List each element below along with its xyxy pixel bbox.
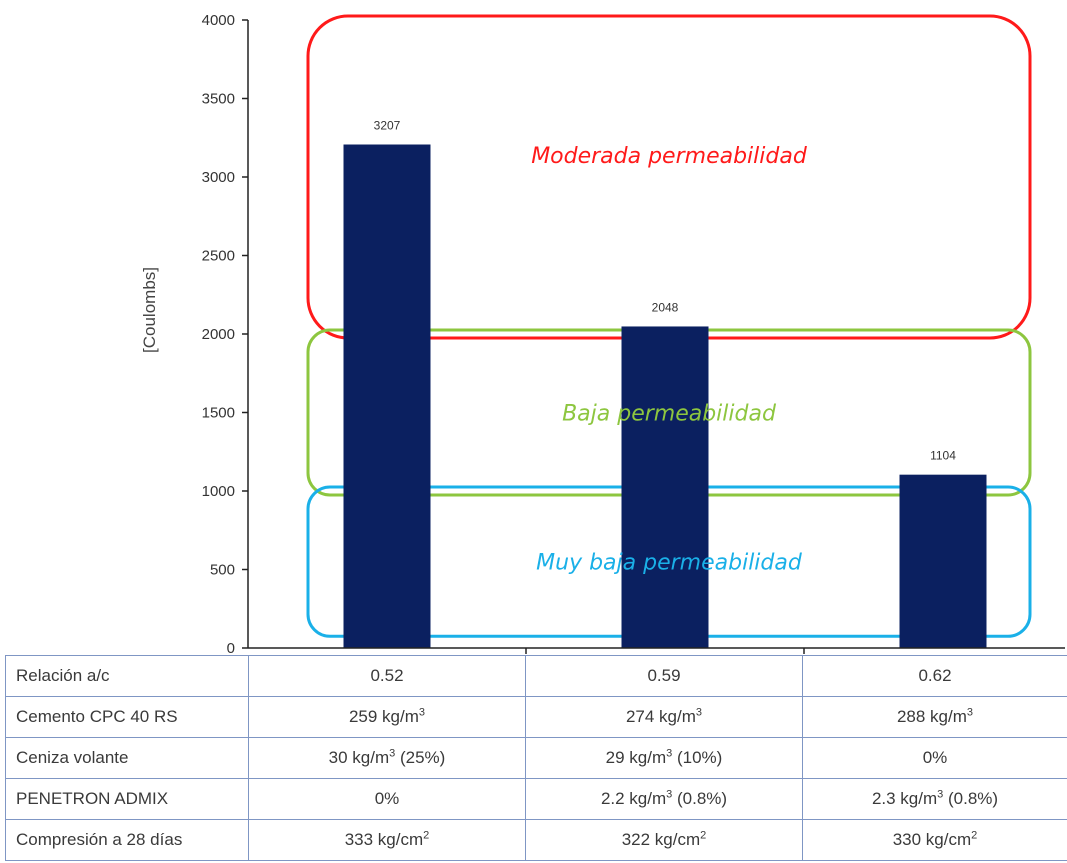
chart-svg: 3207 2048 1104 0 500 1000 1500 2000 2500 3000 350…: [140, 12, 1065, 655]
y-tick-label: 1500: [202, 405, 235, 422]
row-label: Relación a/c: [5, 655, 249, 697]
table-cell: 0%: [248, 778, 526, 820]
table-cell: 2.3 kg/m3 (0.8%): [802, 778, 1067, 820]
row-label: Ceniza volante: [5, 737, 249, 779]
permeability-zone-label: Moderada permeabilidad: [531, 144, 808, 169]
table-cell: 0%: [802, 737, 1067, 779]
bar: [899, 474, 987, 648]
table-row: Relación a/c 0.52 0.59 0.62: [5, 655, 1067, 697]
permeability-zone-label: Baja permeabilidad: [562, 402, 777, 427]
y-tick-label: 500: [210, 562, 235, 579]
permeability-zone-label: Muy baja permeabilidad: [536, 551, 803, 576]
y-tick-label: 4000: [202, 12, 235, 29]
table-row: PENETRON ADMIX 0% 2.2 kg/m3 (0.8%) 2.3 kg/m…: [5, 778, 1067, 820]
table-cell: 322 kg/cm2: [525, 819, 803, 861]
table-cell: 2.2 kg/m3 (0.8%): [525, 778, 803, 820]
row-label: Compresión a 28 días: [5, 819, 249, 861]
table-cell: 330 kg/cm2: [802, 819, 1067, 861]
y-tick-label: 3000: [202, 169, 235, 186]
table-cell: 0.62: [802, 655, 1067, 697]
row-label: PENETRON ADMIX: [5, 778, 249, 820]
bar-data-label: 3207: [374, 119, 401, 133]
bar: [621, 326, 709, 648]
y-tick-label: 2500: [202, 248, 235, 265]
row-label: Cemento CPC 40 RS: [5, 696, 249, 738]
y-axis-label: [Coulombs]: [140, 267, 159, 353]
bar-data-label: 1104: [930, 449, 956, 463]
table-cell: 0.59: [525, 655, 803, 697]
table-cell: 259 kg/m3: [248, 696, 526, 738]
bar-data-label: 2048: [652, 300, 679, 314]
table-cell: 274 kg/m3: [525, 696, 803, 738]
y-tick-label: 2000: [202, 326, 235, 343]
table-cell: 333 kg/cm2: [248, 819, 526, 861]
parameter-table: Relación a/c 0.52 0.59 0.62 Cemento CPC 40 R…: [5, 655, 1067, 861]
table-cell: 0.52: [248, 655, 526, 697]
bar: [343, 144, 431, 648]
y-tick-label: 1000: [202, 483, 235, 500]
y-tick-label: 0: [227, 640, 235, 655]
y-tick-label: 3500: [202, 91, 235, 108]
table-cell: 30 kg/m3 (25%): [248, 737, 526, 779]
table-cell: 288 kg/m3: [802, 696, 1067, 738]
table-cell: 29 kg/m3 (10%): [525, 737, 803, 779]
table-row: Cemento CPC 40 RS 259 kg/m3 274 kg/m3 288 k…: [5, 696, 1067, 738]
table-row: Ceniza volante 30 kg/m3 (25%) 29 kg/m3 (10…: [5, 737, 1067, 779]
table-row: Compresión a 28 días 333 kg/cm2 322 kg/cm2…: [5, 819, 1067, 861]
